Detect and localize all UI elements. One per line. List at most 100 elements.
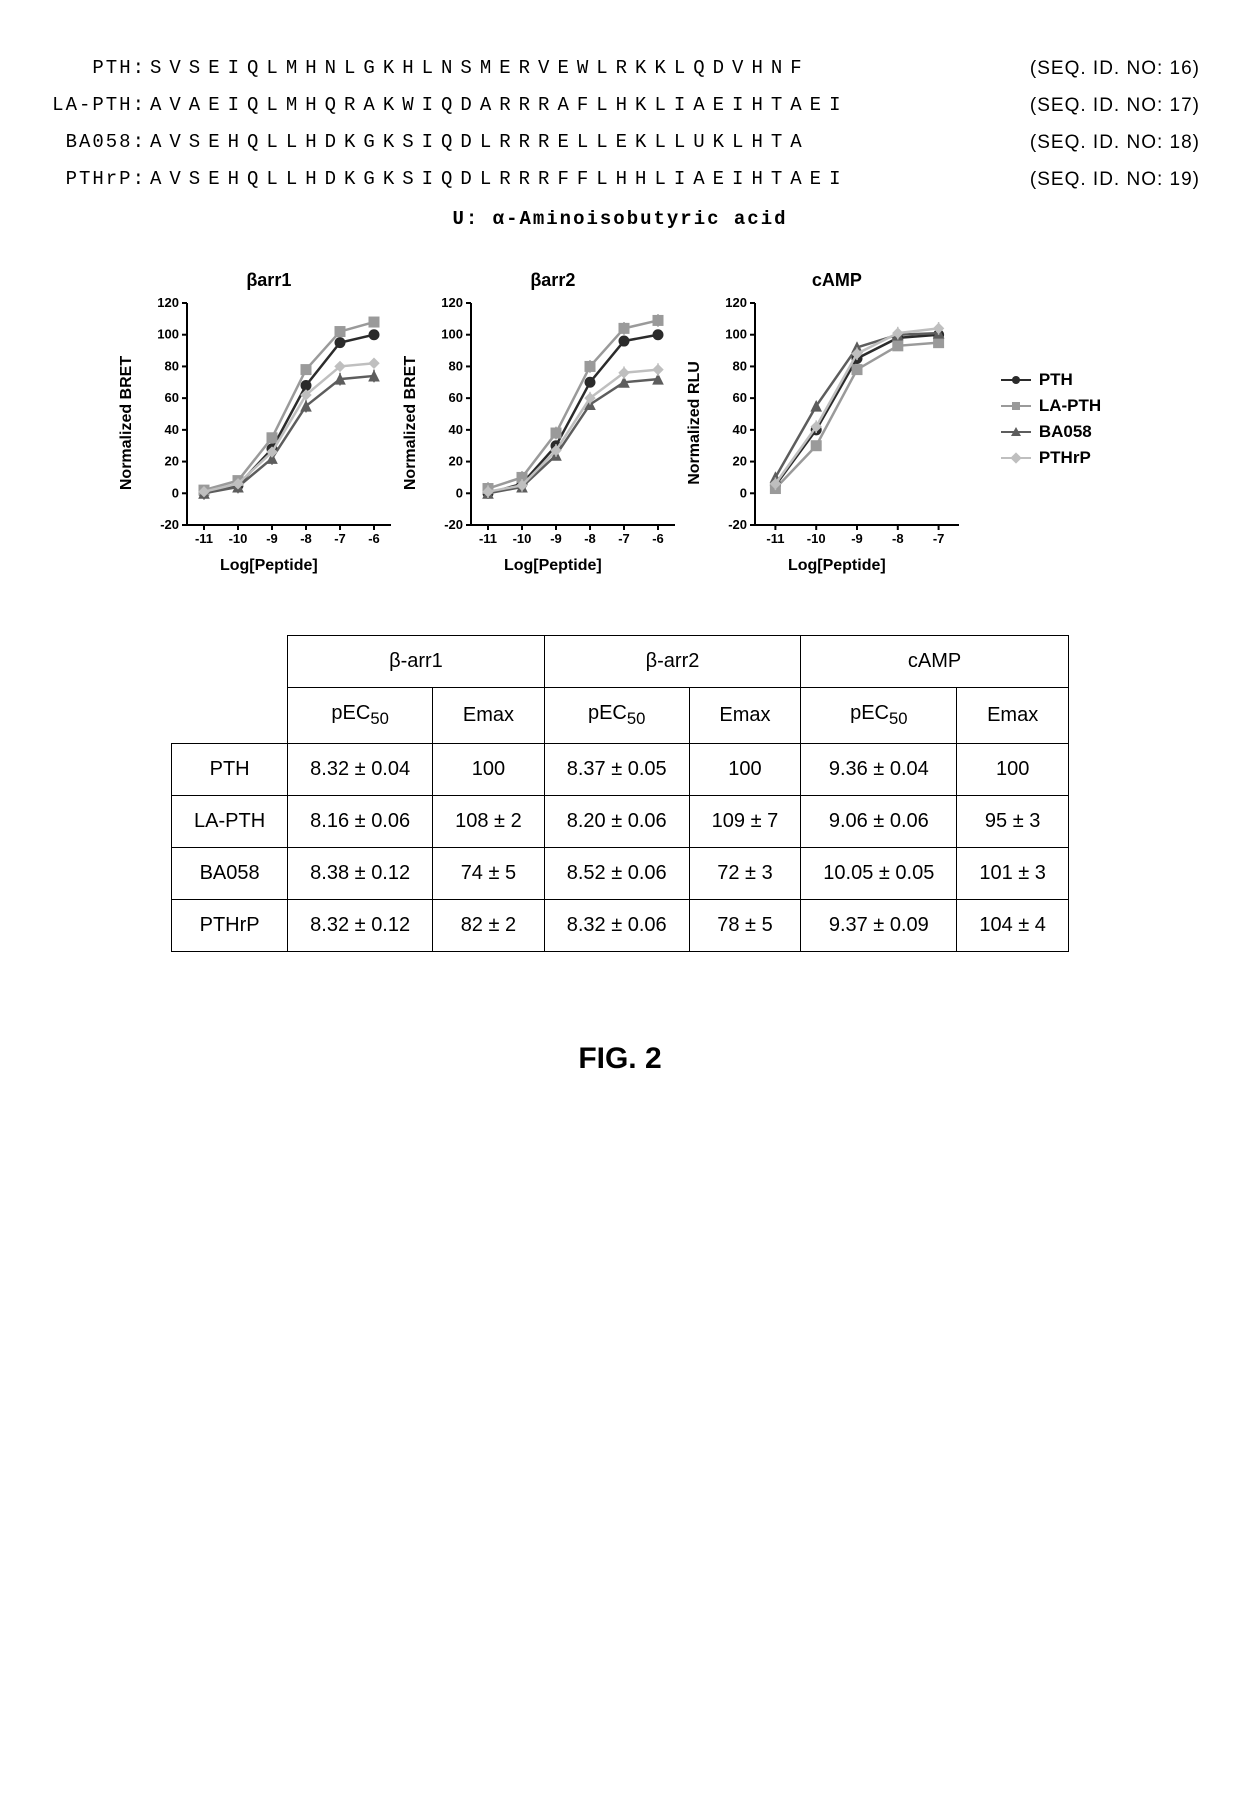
table-row: PTH8.32 ± 0.041008.37 ± 0.051009.36 ± 0.… — [172, 744, 1069, 796]
svg-text:-10: -10 — [512, 531, 531, 546]
table-cell: 9.36 ± 0.04 — [801, 744, 957, 796]
sequence-body: AVSEHQLLHDKGKSIQDLRRRFFLHHLIAEIHTAEI — [150, 161, 1018, 198]
table-sub-header: pEC50 — [544, 688, 689, 744]
chart-panel: βarr1-20020406080100120-11-10-9-8-7-6Nor… — [139, 270, 399, 575]
svg-text:0: 0 — [456, 485, 463, 500]
sequence-row: BA058:AVSEHQLLHDKGKSIQDLRRRELLEKLLUKLHTA… — [40, 124, 1200, 161]
table-cell: 10.05 ± 0.05 — [801, 848, 957, 900]
svg-text:-9: -9 — [851, 531, 863, 546]
table-group-header: cAMP — [801, 636, 1069, 688]
svg-text:-7: -7 — [334, 531, 346, 546]
table-cell: 101 ± 3 — [957, 848, 1069, 900]
table-cell: 108 ± 2 — [433, 796, 545, 848]
table-group-header: β-arr2 — [544, 636, 801, 688]
svg-text:120: 120 — [157, 295, 179, 310]
u-footnote: U: α-Aminoisobutyric acid — [40, 208, 1200, 230]
svg-text:80: 80 — [448, 359, 462, 374]
table-cell: 104 ± 4 — [957, 900, 1069, 952]
svg-text:-20: -20 — [160, 517, 179, 532]
x-axis-label: Log[Peptide] — [139, 557, 399, 575]
sequence-alignment: PTH:SVSEIQLMHNLGKHLNSMERVEWLRKKLQDVHNF (… — [40, 50, 1200, 198]
table-row-label: BA058 — [172, 848, 288, 900]
table-cell: 78 ± 5 — [689, 900, 801, 952]
svg-text:-8: -8 — [584, 531, 596, 546]
svg-text:-8: -8 — [892, 531, 904, 546]
table-cell: 74 ± 5 — [433, 848, 545, 900]
table-sub-header: pEC50 — [288, 688, 433, 744]
svg-text:80: 80 — [732, 359, 746, 374]
legend-marker-icon — [1001, 399, 1031, 413]
table-group-header: β-arr1 — [288, 636, 545, 688]
table-cell: 100 — [689, 744, 801, 796]
table-sub-header: Emax — [957, 688, 1069, 744]
table-cell: 100 — [433, 744, 545, 796]
svg-text:-7: -7 — [618, 531, 630, 546]
svg-text:60: 60 — [164, 390, 178, 405]
table-cell: 9.37 ± 0.09 — [801, 900, 957, 952]
legend-marker-icon — [1001, 425, 1031, 439]
sequence-body: AVSEHQLLHDKGKSIQDLRRRELLEKLLUKLHTA — [150, 124, 1018, 161]
svg-text:20: 20 — [732, 454, 746, 469]
svg-text:60: 60 — [732, 390, 746, 405]
sequence-label: PTHrP: — [40, 161, 150, 198]
charts-row: βarr1 -20 0 20 40 60 80 100 120 -11 -10 -9 -8 -7 -6 Nor… — [40, 270, 1200, 575]
svg-text:120: 120 — [725, 295, 747, 310]
legend-marker-icon — [1001, 373, 1031, 387]
sequence-row: LA-PTH:AVAEIQLMHQRAKWIQDARRRAFLHKLIAEIHT… — [40, 87, 1200, 124]
svg-text:-8: -8 — [300, 531, 312, 546]
svg-text:-6: -6 — [652, 531, 664, 546]
svg-text:80: 80 — [164, 359, 178, 374]
legend-item: PTH — [1001, 370, 1101, 390]
svg-text:40: 40 — [448, 422, 462, 437]
sequence-body: SVSEIQLMHNLGKHLNSMERVEWLRKKLQDVHNF — [150, 50, 1018, 87]
table-cell: 8.38 ± 0.12 — [288, 848, 433, 900]
table-sub-header: pEC50 — [801, 688, 957, 744]
results-table: β-arr1β-arr2cAMPpEC50EmaxpEC50EmaxpEC50E… — [171, 635, 1069, 952]
table-cell: 8.52 ± 0.06 — [544, 848, 689, 900]
table-sub-header: Emax — [689, 688, 801, 744]
table-cell: 8.20 ± 0.06 — [544, 796, 689, 848]
sequence-body: AVAEIQLMHQRAKWIQDARRRAFLHKLIAEIHTAEI — [150, 87, 1018, 124]
table-cell: 109 ± 7 — [689, 796, 801, 848]
svg-text:100: 100 — [725, 327, 747, 342]
svg-text:-20: -20 — [728, 517, 747, 532]
chart-title: βarr1 — [139, 270, 399, 291]
svg-text:-10: -10 — [228, 531, 247, 546]
table-cell: 8.16 ± 0.06 — [288, 796, 433, 848]
svg-text:-11: -11 — [479, 531, 497, 546]
sequence-id: (SEQ. ID. NO: 17) — [1030, 87, 1200, 124]
sequence-label: BA058: — [40, 124, 150, 161]
figure-label: FIG. 2 — [40, 1042, 1200, 1076]
table-cell: 8.32 ± 0.06 — [544, 900, 689, 952]
table-cell: 9.06 ± 0.06 — [801, 796, 957, 848]
x-axis-label: Log[Peptide] — [707, 557, 967, 575]
chart-panel: cAMP-20020406080100120-11-10-9-8-7Normal… — [707, 270, 967, 575]
table-cell: 82 ± 2 — [433, 900, 545, 952]
table-cell: 8.32 ± 0.04 — [288, 744, 433, 796]
sequence-row: PTHrP:AVSEHQLLHDKGKSIQDLRRRFFLHHLIAEIHTA… — [40, 161, 1200, 198]
svg-text:60: 60 — [448, 390, 462, 405]
sequence-id: (SEQ. ID. NO: 18) — [1030, 124, 1200, 161]
table-cell: 8.37 ± 0.05 — [544, 744, 689, 796]
chart-title: βarr2 — [423, 270, 683, 291]
legend-item: LA-PTH — [1001, 396, 1101, 416]
sequence-label: PTH: — [40, 50, 150, 87]
table-corner — [172, 636, 288, 744]
svg-text:40: 40 — [164, 422, 178, 437]
x-axis-label: Log[Peptide] — [423, 557, 683, 575]
table-row: LA-PTH8.16 ± 0.06108 ± 28.20 ± 0.06109 ±… — [172, 796, 1069, 848]
svg-text:100: 100 — [157, 327, 179, 342]
svg-text:-9: -9 — [550, 531, 562, 546]
chart-svg: -20020406080100120-11-10-9-8-7 — [707, 295, 967, 555]
chart-svg: -20020406080100120-11-10-9-8-7-6 — [139, 295, 399, 555]
legend-item: PTHrP — [1001, 448, 1101, 468]
svg-text:-20: -20 — [444, 517, 463, 532]
sequence-row: PTH:SVSEIQLMHNLGKHLNSMERVEWLRKKLQDVHNF (… — [40, 50, 1200, 87]
legend-label: PTH — [1039, 370, 1073, 390]
svg-text:100: 100 — [441, 327, 463, 342]
y-axis-label: Normalized RLU — [686, 361, 704, 485]
svg-text:0: 0 — [740, 485, 747, 500]
table-row: PTHrP8.32 ± 0.1282 ± 28.32 ± 0.0678 ± 59… — [172, 900, 1069, 952]
legend-label: LA-PTH — [1039, 396, 1101, 416]
legend-label: PTHrP — [1039, 448, 1091, 468]
